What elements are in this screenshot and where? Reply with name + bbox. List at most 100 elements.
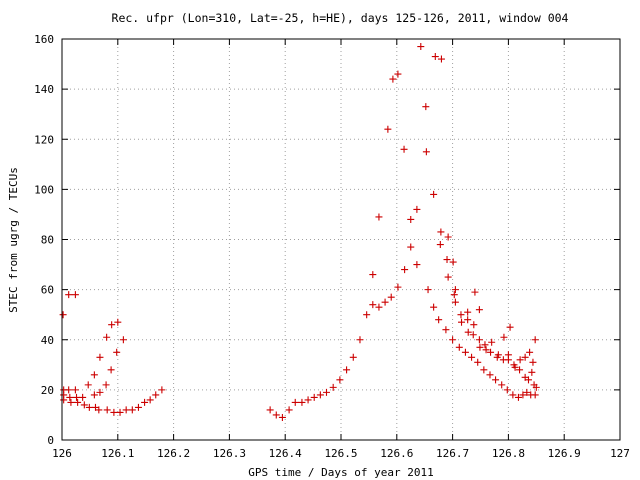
y-axis-label: STEC from ugrg / TECUs: [7, 167, 20, 313]
x-tick-label: 126.7: [436, 447, 469, 460]
x-tick-label: 126: [52, 447, 72, 460]
data-point: [449, 258, 457, 266]
data-point: [509, 391, 517, 399]
data-point: [524, 376, 532, 384]
data-point: [291, 398, 299, 406]
data-point: [422, 103, 430, 111]
data-point: [102, 381, 110, 389]
data-point: [90, 391, 98, 399]
data-point: [384, 125, 392, 133]
data-point: [387, 293, 395, 301]
data-point: [369, 271, 377, 279]
x-axis-label: GPS time / Days of year 2011: [248, 466, 433, 479]
data-point: [470, 321, 478, 329]
data-point: [400, 145, 408, 153]
data-point: [96, 388, 104, 396]
data-point: [492, 376, 500, 384]
data-point: [422, 148, 430, 156]
data-point: [134, 403, 142, 411]
data-point: [343, 366, 351, 374]
data-point: [266, 406, 274, 414]
data-point: [369, 301, 377, 309]
data-point: [316, 391, 324, 399]
data-point: [278, 413, 286, 421]
data-point: [85, 403, 93, 411]
data-point: [475, 306, 483, 314]
data-point: [523, 388, 531, 396]
data-point: [528, 368, 536, 376]
data-point: [95, 406, 103, 414]
data-point: [66, 393, 74, 401]
y-tick-label: 140: [34, 83, 54, 96]
data-point: [531, 336, 539, 344]
data-point: [500, 333, 508, 341]
data-point: [401, 266, 409, 274]
data-point: [329, 383, 337, 391]
data-point: [363, 311, 371, 319]
chart-title: Rec. ufpr (Lon=310, Lat=-25, h=HE), days…: [112, 11, 569, 25]
data-point: [488, 338, 496, 346]
data-point: [471, 288, 479, 296]
data-point: [158, 386, 166, 394]
data-point: [73, 393, 81, 401]
data-point: [437, 228, 445, 236]
x-tick-label: 126.8: [492, 447, 525, 460]
grid: [62, 39, 620, 440]
y-tick-label: 20: [41, 384, 54, 397]
data-point: [90, 371, 98, 379]
x-tick-label: 126.5: [324, 447, 357, 460]
data-point: [526, 348, 534, 356]
data-point: [122, 406, 130, 414]
data-point: [116, 408, 124, 416]
data-point: [430, 303, 438, 311]
data-point: [435, 316, 443, 324]
data-point: [494, 351, 502, 359]
data-point: [521, 353, 529, 361]
data-point: [475, 336, 483, 344]
data-point: [114, 318, 122, 326]
data-point: [519, 391, 527, 399]
data-point: [128, 406, 136, 414]
data-point: [394, 283, 402, 291]
data-point: [431, 53, 439, 61]
data-point: [506, 323, 514, 331]
data-point: [375, 213, 383, 221]
data-point: [482, 346, 490, 354]
data-point: [146, 396, 154, 404]
data-point: [310, 393, 318, 401]
data-point: [487, 348, 495, 356]
data-point: [442, 326, 450, 334]
data-point: [516, 356, 524, 364]
data-point: [298, 398, 306, 406]
x-tick-label: 126.4: [269, 447, 302, 460]
data-point: [67, 398, 75, 406]
data-point: [65, 291, 73, 299]
data-point: [461, 348, 469, 356]
data-point: [322, 388, 330, 396]
data-point: [407, 215, 415, 223]
y-tick-label: 60: [41, 284, 54, 297]
data-point: [113, 348, 121, 356]
data-point: [511, 363, 519, 371]
x-tick-label: 126.3: [213, 447, 246, 460]
data-point: [381, 298, 389, 306]
data-point: [531, 391, 539, 399]
data-point: [444, 273, 452, 281]
data-point: [272, 411, 280, 419]
data-point: [498, 381, 506, 389]
data-point: [59, 311, 67, 319]
y-tick-label: 100: [34, 183, 54, 196]
data-point: [119, 336, 127, 344]
data-point: [103, 406, 111, 414]
data-point: [141, 398, 149, 406]
data-point: [514, 393, 522, 401]
data-point: [455, 343, 463, 351]
x-tick-label: 126.2: [157, 447, 190, 460]
y-tick-label: 160: [34, 33, 54, 46]
data-point: [430, 190, 438, 198]
data-point: [80, 401, 88, 409]
data-point: [389, 75, 397, 83]
axis-ticks: 126 126.1 126.2 126.3 126.4 126.5 126.6 126.7 12…: [34, 33, 630, 460]
data-point: [407, 243, 415, 251]
data-point: [65, 386, 73, 394]
